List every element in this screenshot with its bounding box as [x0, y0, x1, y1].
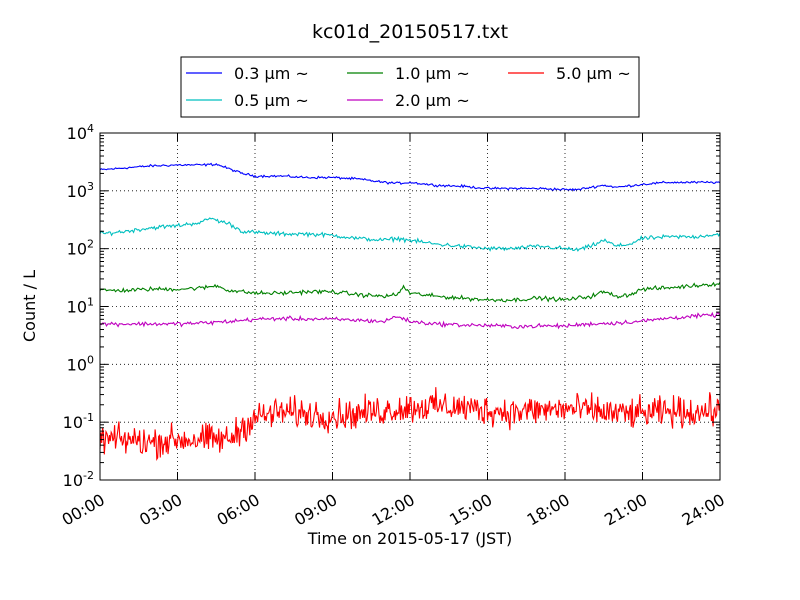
legend-entry: 5.0 μm ~ [556, 64, 631, 83]
x-tick-label: 15:00 [446, 490, 495, 530]
series-line-0-5 [99, 217, 721, 252]
grid [100, 133, 720, 480]
legend-entry: 0.3 μm ~ [234, 64, 309, 83]
y-tick-label: 104 [67, 122, 94, 143]
y-axis-label: Count / L [20, 270, 39, 342]
series-line-0-3 [99, 162, 721, 192]
legend-entry: 0.5 μm ~ [234, 91, 309, 110]
x-axis-label: Time on 2015-05-17 (JST) [307, 529, 512, 548]
y-tick-label: 10-2 [63, 469, 94, 490]
legend: 0.3 μm ~ 0.5 μm ~ 1.0 μm ~ 2.0 μm ~ 5.0 μm ~ [180, 56, 640, 118]
legend-frame [180, 56, 640, 118]
series-layer [99, 162, 721, 461]
y-tick-label: 101 [67, 296, 94, 317]
x-tick-label: 12:00 [369, 490, 418, 530]
x-axis: 00:00 03:00 06:00 09:00 12:00 15:00 18:00 21:00… [59, 133, 728, 530]
series-line-1-0 [99, 281, 721, 304]
x-tick-label: 03:00 [136, 490, 185, 530]
x-tick-label: 24:00 [679, 490, 728, 530]
legend-entry: 2.0 μm ~ [395, 91, 470, 110]
y-tick-label: 100 [67, 353, 94, 374]
series-line-2-0 [99, 311, 721, 330]
x-tick-label: 09:00 [291, 490, 340, 530]
y-tick-label: 10-1 [63, 411, 94, 432]
x-tick-label: 21:00 [601, 490, 650, 530]
x-tick-label: 06:00 [214, 490, 263, 530]
chart-title: kc01d_20150517.txt [312, 21, 508, 43]
legend-entry: 1.0 μm ~ [395, 64, 470, 83]
x-tick-label: 00:00 [59, 490, 108, 530]
y-tick-label: 103 [67, 180, 94, 201]
y-tick-label: 102 [67, 238, 94, 259]
x-tick-label: 18:00 [524, 490, 573, 530]
series-line-5-0 [99, 387, 721, 461]
y-axis: 10-2 10-1 100 101 102 103 104 [63, 122, 720, 490]
